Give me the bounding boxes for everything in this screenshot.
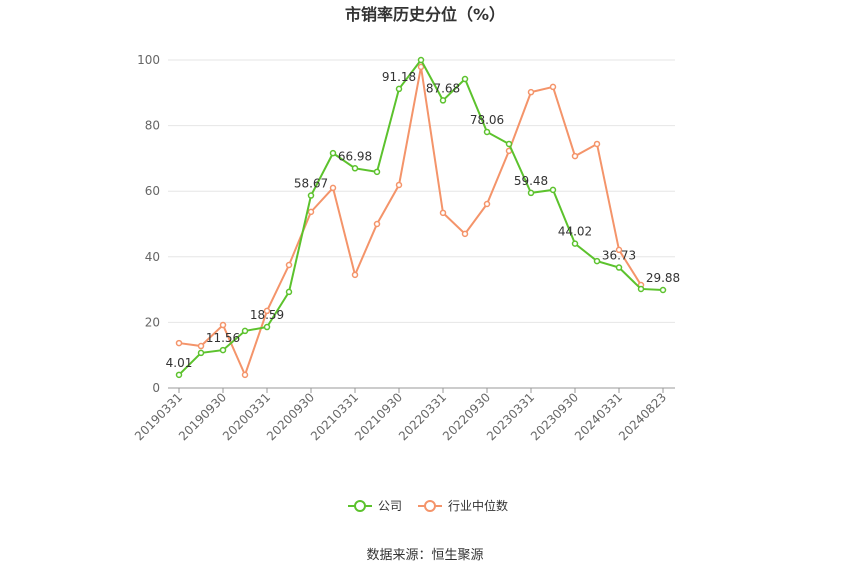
data-label: 58.67 xyxy=(294,177,328,191)
point xyxy=(527,189,535,197)
point xyxy=(593,257,601,265)
point xyxy=(285,261,293,269)
legend-marker xyxy=(424,500,436,512)
y-tick-label: 100 xyxy=(137,53,160,67)
point xyxy=(197,349,205,357)
data-label: 91.18 xyxy=(382,70,416,84)
data-label: 29.88 xyxy=(646,271,680,285)
point xyxy=(461,75,469,83)
point xyxy=(219,346,227,354)
legend-label: 公司 xyxy=(378,499,402,513)
y-tick-label: 20 xyxy=(145,315,160,329)
point xyxy=(373,168,381,176)
legend-label: 行业中位数 xyxy=(448,498,508,513)
data-label: 44.02 xyxy=(558,225,592,239)
point xyxy=(505,140,513,148)
point xyxy=(593,140,601,148)
source: 数据来源：恒生聚源 xyxy=(366,548,483,563)
x-tick-label: 20240823 xyxy=(616,390,669,443)
point xyxy=(307,208,315,216)
point xyxy=(175,339,183,347)
data-label: 66.98 xyxy=(338,149,372,163)
data-label: 4.01 xyxy=(166,356,193,370)
point xyxy=(175,371,183,379)
point xyxy=(527,88,535,96)
point xyxy=(571,152,579,160)
series-line xyxy=(178,58,664,376)
data-label: 87.68 xyxy=(426,81,460,95)
point xyxy=(263,323,271,331)
point xyxy=(549,186,557,194)
point xyxy=(461,230,469,238)
series-line xyxy=(178,66,642,378)
point xyxy=(197,342,205,350)
y-tick-label: 60 xyxy=(145,184,160,198)
point xyxy=(373,220,381,228)
y-tick-label: 0 xyxy=(152,381,160,395)
point xyxy=(637,285,645,293)
point xyxy=(483,200,491,208)
point xyxy=(241,371,249,379)
point xyxy=(329,149,337,157)
chart-title: 市销率历史分位（%） xyxy=(345,5,505,24)
point xyxy=(549,83,557,91)
point xyxy=(263,307,271,315)
point xyxy=(483,128,491,136)
point xyxy=(615,264,623,271)
data-label: 36.73 xyxy=(602,249,636,263)
point xyxy=(659,286,667,294)
point xyxy=(241,327,249,335)
data-label: 11.56 xyxy=(206,331,240,345)
point xyxy=(395,85,403,93)
point xyxy=(615,246,623,254)
point xyxy=(219,321,227,329)
point xyxy=(351,271,359,279)
point xyxy=(351,165,359,172)
y-tick-label: 40 xyxy=(145,250,160,264)
point xyxy=(307,192,315,199)
point xyxy=(571,240,579,247)
point xyxy=(329,184,337,192)
data-label: 59.48 xyxy=(514,174,548,188)
y-tick-label: 80 xyxy=(145,119,160,133)
point xyxy=(417,63,425,71)
point xyxy=(439,97,447,104)
data-label: 78.06 xyxy=(470,113,504,127)
point xyxy=(285,288,293,296)
point xyxy=(417,56,425,64)
data-label: 18.59 xyxy=(250,308,284,322)
legend-marker xyxy=(354,500,366,512)
point xyxy=(439,209,447,217)
point xyxy=(395,181,403,189)
